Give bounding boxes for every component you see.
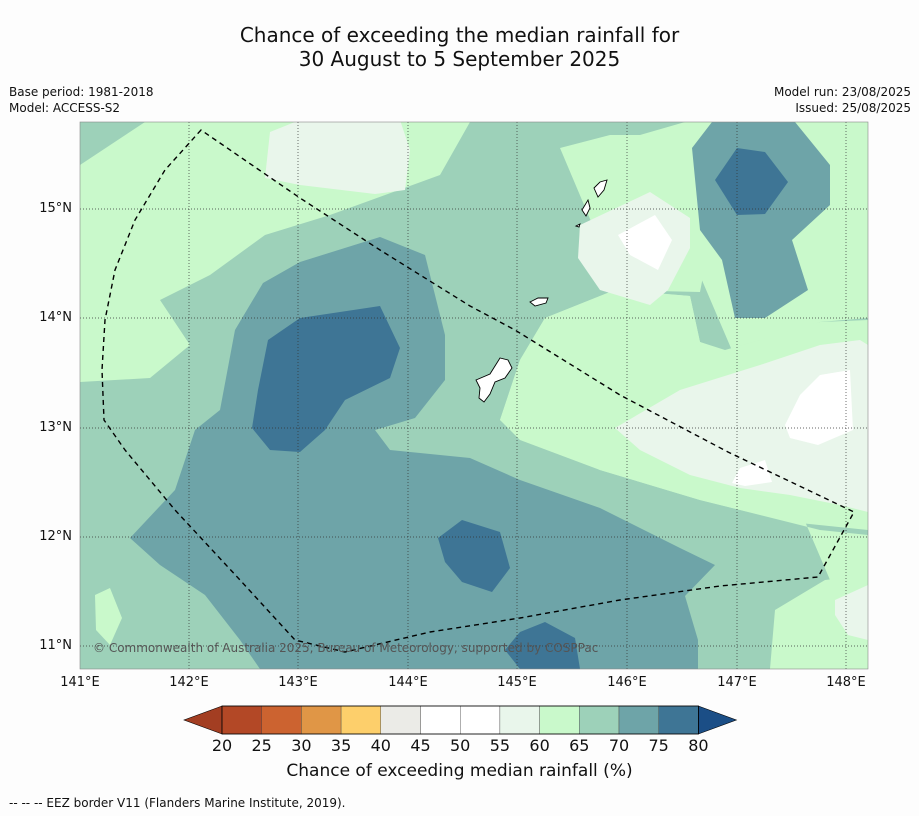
colorbar-tick-20: 20 bbox=[211, 736, 233, 755]
colorbar bbox=[183, 705, 738, 735]
map-frame bbox=[79, 121, 869, 670]
base-period: Base period: 1981-2018 bbox=[9, 85, 154, 99]
contour-50-55-southeast bbox=[732, 460, 772, 486]
colorbar-bin-20-25 bbox=[221, 705, 262, 735]
lat-tick-13: 13°N bbox=[39, 420, 72, 435]
copyright-notice: © Commonwealth of Australia 2025, Bureau… bbox=[93, 641, 599, 655]
colorbar-tick-80: 80 bbox=[688, 736, 709, 755]
colorbar-bin-70-75 bbox=[618, 705, 659, 735]
colorbar-tick-40: 40 bbox=[370, 736, 391, 755]
lon-tick-145: 145°E bbox=[497, 675, 537, 690]
colorbar-over-arrow bbox=[698, 705, 738, 735]
lon-tick-148: 148°E bbox=[826, 675, 866, 690]
gridlines bbox=[80, 122, 868, 669]
colorbar-bin-45-50 bbox=[420, 705, 461, 735]
eez-border bbox=[101, 129, 855, 653]
title-line-1: Chance of exceeding the median rainfall … bbox=[239, 23, 680, 47]
lon-tick-144: 144°E bbox=[388, 675, 428, 690]
contour-60-65-southwest bbox=[95, 588, 122, 645]
lon-tick-141: 141°E bbox=[60, 675, 100, 690]
island-tinian bbox=[581, 198, 591, 217]
colorbar-bin-40-45 bbox=[380, 705, 421, 735]
eez-legend-note: -- -- -- EEZ border V11 (Flanders Marine… bbox=[9, 796, 346, 810]
contour-layer bbox=[80, 122, 868, 669]
lon-tick-142: 142°E bbox=[169, 675, 209, 690]
colorbar-bin-50-55 bbox=[460, 705, 501, 735]
colorbar-bin-30-35 bbox=[301, 705, 342, 735]
lat-tick-15: 15°N bbox=[39, 201, 72, 216]
colorbar-tick-70: 70 bbox=[608, 736, 630, 755]
lon-tick-146: 146°E bbox=[607, 675, 647, 690]
colorbar-tick-75: 75 bbox=[648, 736, 669, 755]
island-guam bbox=[475, 357, 513, 403]
colorbar-tick-55: 55 bbox=[489, 736, 511, 755]
model-run: Model run: 23/08/2025 bbox=[773, 85, 911, 99]
lat-tick-11: 11°N bbox=[39, 638, 72, 653]
islands bbox=[475, 179, 608, 403]
colorbar-tick-50: 50 bbox=[450, 736, 471, 755]
lon-tick-147: 147°E bbox=[717, 675, 757, 690]
colorbar-tick-45: 45 bbox=[410, 736, 431, 755]
island-saipan bbox=[593, 179, 608, 198]
colorbar-bin-35-40 bbox=[340, 705, 382, 735]
colorbar-bin-75-80 bbox=[658, 705, 699, 735]
colorbar-bin-25-30 bbox=[261, 705, 302, 735]
issued-date: Issued: 25/08/2025 bbox=[795, 101, 911, 115]
contour-75-80-southmost bbox=[505, 622, 580, 669]
colorbar-label: Chance of exceeding median rainfall (%) bbox=[286, 761, 633, 781]
colorbar-under-arrow bbox=[183, 705, 223, 735]
island-rota bbox=[529, 297, 549, 307]
colorbar-bin-60-65 bbox=[539, 705, 580, 735]
lat-tick-12: 12°N bbox=[39, 529, 72, 544]
colorbar-tick-60: 60 bbox=[529, 736, 550, 755]
contour-75-80-northeast bbox=[715, 148, 788, 215]
title-line-2: 30 August to 5 September 2025 bbox=[298, 47, 621, 71]
colorbar-bin-65-70 bbox=[579, 705, 620, 735]
colorbar-tick-30: 30 bbox=[291, 736, 312, 755]
model-name: Model: ACCESS-S2 bbox=[9, 101, 121, 115]
contour-75-80-west bbox=[252, 306, 400, 452]
lon-tick-143: 143°E bbox=[278, 675, 318, 690]
colorbar-tick-35: 35 bbox=[330, 736, 352, 755]
lat-tick-14: 14°N bbox=[39, 310, 72, 325]
colorbar-tick-25: 25 bbox=[251, 736, 272, 755]
colorbar-bin-55-60 bbox=[499, 705, 540, 735]
contour-50-55-northeast bbox=[618, 215, 672, 270]
contour-55-60-north bbox=[265, 122, 410, 194]
contour-75-80-south bbox=[438, 520, 510, 592]
colorbar-tick-65: 65 bbox=[569, 736, 590, 755]
contour-55-60-southeast bbox=[835, 585, 868, 640]
island-aguijan bbox=[574, 223, 581, 228]
colorbar-frame bbox=[221, 705, 699, 735]
contour-55-60-east bbox=[615, 340, 868, 512]
contour-50-55-east bbox=[785, 370, 853, 445]
